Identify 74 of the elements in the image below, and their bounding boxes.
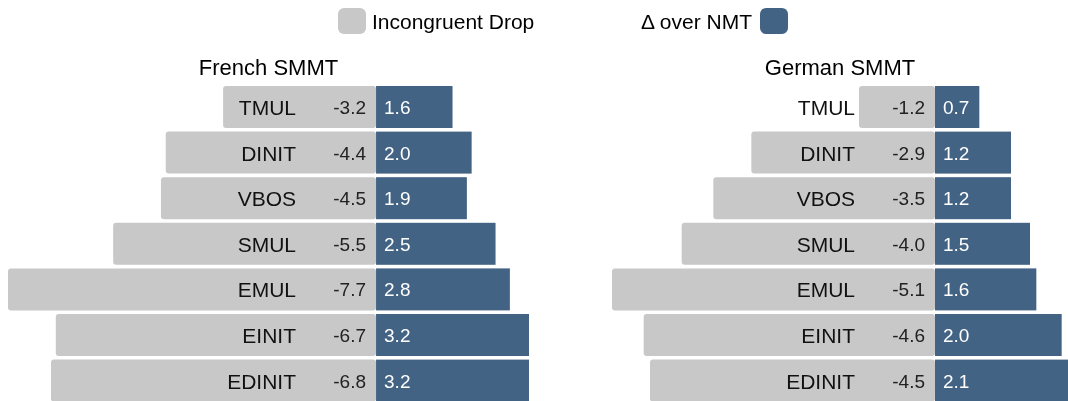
y-tick-label: SMUL (237, 232, 297, 256)
bar (376, 268, 510, 311)
bar (935, 314, 1062, 356)
data-label: -1.2 (892, 97, 925, 118)
data-label: -4.0 (892, 233, 925, 255)
y-tick-label: EDINIT (227, 369, 297, 393)
legend-label: Incongruent Drop (372, 10, 535, 33)
text: Δ over NMT (641, 10, 753, 33)
data-label: -2.9 (892, 142, 925, 164)
bar (113, 222, 377, 265)
data-label: 1.5 (943, 233, 970, 255)
y-tick-label: VBOS (237, 187, 297, 211)
data-label: 2.1 (943, 370, 970, 392)
data-label: 3.2 (384, 370, 411, 392)
bar (376, 177, 467, 220)
data-label: 2.0 (943, 325, 970, 346)
bar (55, 314, 377, 356)
data-label: -7.7 (333, 279, 367, 301)
bar (935, 86, 980, 128)
data-label: 2.5 (384, 233, 411, 255)
data-label: -5.1 (892, 279, 925, 301)
data-label: -3.5 (892, 188, 925, 210)
y-tick-label: EMUL (796, 278, 855, 302)
bar (376, 359, 529, 401)
y-tick-label: TMUL (797, 96, 855, 119)
data-label: 1.2 (943, 142, 970, 164)
bar (935, 222, 1030, 265)
data-label: 1.9 (384, 188, 411, 210)
data-label: -3.2 (333, 97, 367, 118)
data-label: -4.5 (892, 370, 925, 392)
bar (935, 177, 1011, 220)
y-tick-label: EDINIT (786, 369, 856, 393)
data-label: -4.6 (892, 325, 925, 346)
bar (165, 131, 377, 174)
bar (376, 86, 453, 128)
bar (223, 86, 377, 128)
y-tick-label: TMUL (238, 96, 297, 119)
bar (935, 268, 1037, 311)
bar (160, 177, 377, 220)
data-label: 2.0 (384, 142, 411, 164)
data-label: -6.7 (333, 325, 367, 346)
y-tick-label: DINIT (241, 141, 297, 165)
data-label: 3.2 (384, 325, 411, 346)
y-tick-label: EINIT (242, 324, 297, 347)
y-tick-label: EINIT (801, 324, 856, 347)
bar (8, 268, 377, 311)
data-label: 1.6 (384, 97, 411, 118)
bar (376, 131, 472, 174)
y-tick-label: VBOS (796, 187, 855, 211)
data-label: -5.5 (333, 233, 367, 255)
data-label: -4.4 (333, 142, 367, 164)
bar (51, 359, 377, 401)
chart-title: French SMMT (198, 55, 339, 80)
bar (751, 131, 935, 174)
data-label: 2.8 (384, 279, 411, 301)
data-label: 1.6 (943, 279, 970, 301)
chart-title: German SMMT (764, 55, 916, 80)
data-label: -4.5 (333, 188, 367, 210)
bar (650, 359, 935, 401)
bar (713, 177, 935, 220)
y-tick-label: DINIT (800, 141, 856, 165)
bar (681, 222, 935, 265)
bar (859, 86, 935, 128)
bar (935, 359, 1068, 401)
data-label: 1.2 (943, 188, 970, 210)
y-tick-label: SMUL (796, 232, 855, 256)
data-label: 0.7 (943, 97, 970, 118)
bar (612, 268, 935, 311)
bar (376, 222, 496, 265)
bar (935, 131, 1011, 174)
bar (376, 314, 529, 356)
data-label: -6.8 (333, 370, 367, 392)
bar (643, 314, 935, 356)
y-tick-label: EMUL (237, 278, 297, 302)
